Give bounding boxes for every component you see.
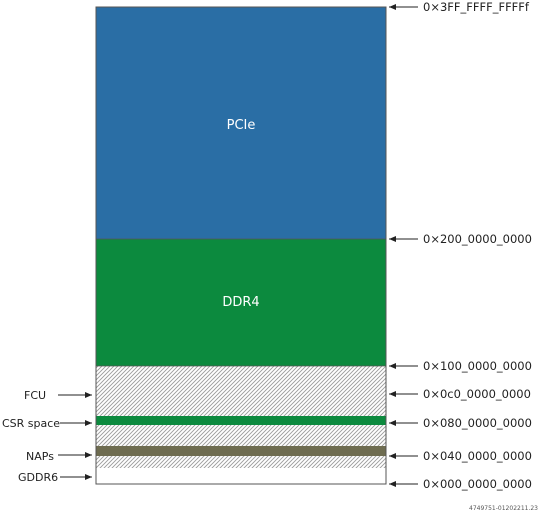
address-label: 0×040_0000_0000 bbox=[423, 449, 532, 463]
reserved-region-middle bbox=[96, 425, 386, 446]
address-label: 0×100_0000_0000 bbox=[423, 359, 532, 373]
pcie-region bbox=[96, 7, 386, 239]
pcie-label: PCIe bbox=[227, 118, 256, 133]
csr-space-region bbox=[96, 416, 386, 425]
address-markers: 0×3FF_FFFF_FFFFf 0×200_0000_0000 0×100_0… bbox=[389, 0, 532, 491]
address-label: 0×3FF_FFFF_FFFFf bbox=[423, 0, 530, 14]
region-labels: FCU CSR space NAPs GDDR6 bbox=[2, 389, 92, 484]
naps-region bbox=[96, 446, 386, 456]
reserved-region-upper bbox=[96, 366, 386, 416]
address-label: 0×000_0000_0000 bbox=[423, 477, 532, 491]
naps-label: NAPs bbox=[26, 450, 54, 463]
csr-space-label: CSR space bbox=[2, 417, 60, 430]
gddr6-region bbox=[96, 468, 386, 484]
ddr4-region bbox=[96, 239, 386, 366]
gddr6-label: GDDR6 bbox=[18, 471, 58, 484]
address-label: 0×0c0_0000_0000 bbox=[423, 387, 531, 401]
fcu-label: FCU bbox=[24, 389, 46, 402]
memory-map-outline bbox=[95, 6, 387, 485]
reserved-region-lower bbox=[96, 456, 386, 468]
ddr4-label: DDR4 bbox=[222, 295, 259, 310]
address-label: 0×200_0000_0000 bbox=[423, 232, 532, 246]
figure-id: 4749751-01202211.23 bbox=[469, 505, 538, 512]
address-label: 0×080_0000_0000 bbox=[423, 416, 532, 430]
